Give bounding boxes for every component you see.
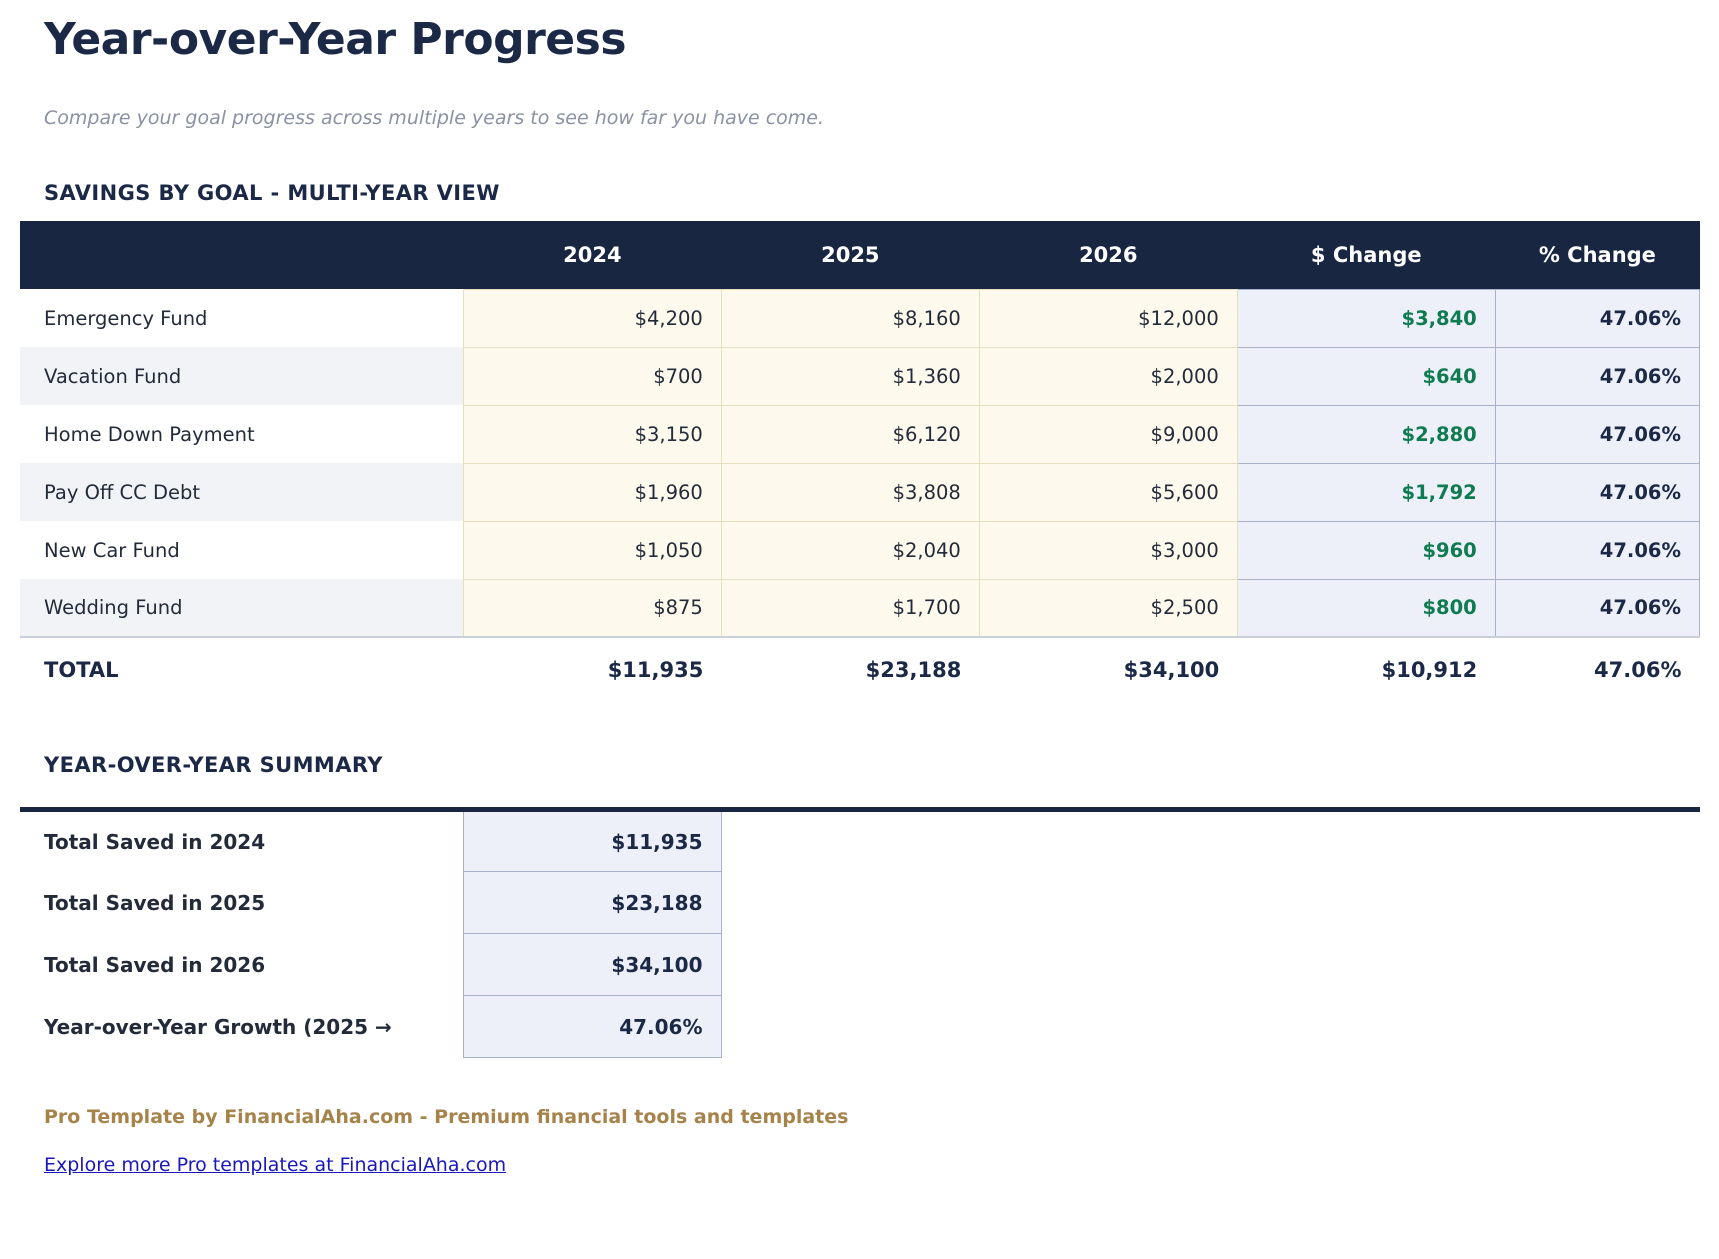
goal-name: Wedding Fund [20,579,464,637]
goal-pct-change: 47.06% [1494,346,1701,406]
summary-value: $11,935 [462,809,722,872]
table-row: Home Down Payment $3,150 $6,120 $9,000 $… [20,404,1701,464]
goal-dollar-change: $640 [1236,346,1496,406]
goal-pct-change: 47.06% [1494,578,1701,638]
goal-2026-value: $5,600 [978,462,1238,522]
goal-2025-value: $1,360 [720,346,980,406]
goal-2024-value: $3,150 [462,404,722,464]
summary-label: Total Saved in 2025 [44,890,266,915]
table-row: New Car Fund $1,050 $2,040 $3,000 $960 4… [20,520,1701,580]
table-row: Pay Off CC Debt $1,960 $3,808 $5,600 $1,… [20,462,1701,522]
summary-row: Total Saved in 2025 $23,188 [20,871,1700,934]
summary-label: Total Saved in 2024 [44,829,266,854]
goals-header-empty [20,221,464,289]
goal-2025-value: $3,808 [720,462,980,522]
summary-filler [721,809,1700,872]
table-row: Vacation Fund $700 $1,360 $2,000 $640 47… [20,346,1701,406]
goal-2024-value: $1,050 [462,520,722,580]
summary-filler [721,995,1700,1058]
total-row: TOTAL $11,935 $23,188 $34,100 $10,912 47… [20,636,1700,701]
goal-2026-value: $3,000 [978,520,1238,580]
goal-pct-change: 47.06% [1494,462,1701,522]
total-dollar-change: $10,912 [1237,636,1496,701]
goals-section-title: SAVINGS BY GOAL - MULTI-YEAR VIEW [44,181,500,205]
total-label: TOTAL [20,636,464,701]
goal-name: Vacation Fund [20,347,464,405]
summary-value: $34,100 [462,933,722,996]
table-row: Wedding Fund $875 $1,700 $2,500 $800 47.… [20,578,1701,638]
total-pct-change: 47.06% [1495,636,1700,701]
page-subtitle: Compare your goal progress across multip… [44,107,825,129]
summary-value: $23,188 [462,871,722,934]
goal-dollar-change: $3,840 [1236,288,1496,348]
goal-dollar-change: $1,792 [1236,462,1496,522]
goal-2024-value: $1,960 [462,462,722,522]
goal-2026-value: $2,500 [978,578,1238,638]
summary-label: Year-over-Year Growth (2025 → [44,1014,392,1039]
goal-2024-value: $875 [462,578,722,638]
goal-2025-value: $1,700 [720,578,980,638]
goals-header-2024: 2024 [463,221,722,289]
summary-row: Total Saved in 2026 $34,100 [20,933,1700,996]
summary-filler [721,871,1700,934]
table-row: Emergency Fund $4,200 $8,160 $12,000 $3,… [20,288,1701,348]
total-2026-value: $34,100 [979,636,1238,701]
goal-name: Home Down Payment [20,405,464,463]
summary-section-title: YEAR-OVER-YEAR SUMMARY [44,753,383,777]
explore-templates-link[interactable]: Explore more Pro templates at FinancialA… [44,1154,507,1176]
goals-header-2025: 2025 [721,221,980,289]
goal-pct-change: 47.06% [1494,404,1701,464]
goal-pct-change: 47.06% [1494,520,1701,580]
goals-header-dollar-change: $ Change [1237,221,1496,289]
goals-header-pct-change: % Change [1495,221,1700,289]
goal-2026-value: $9,000 [978,404,1238,464]
goals-header-row: 2024 2025 2026 $ Change % Change [20,221,1700,289]
goal-pct-change: 47.06% [1494,288,1701,348]
summary-table: Total Saved in 2024 $11,935 Total Saved … [20,807,1700,1058]
goal-2025-value: $6,120 [720,404,980,464]
goal-2026-value: $2,000 [978,346,1238,406]
goal-dollar-change: $2,880 [1236,404,1496,464]
goal-dollar-change: $800 [1236,578,1496,638]
summary-row: Year-over-Year Growth (2025 → 47.06% [20,995,1700,1058]
goal-2024-value: $4,200 [462,288,722,348]
goal-2026-value: $12,000 [978,288,1238,348]
summary-row: Total Saved in 2024 $11,935 [20,809,1700,872]
total-2025-value: $23,188 [721,636,980,701]
page-title: Year-over-Year Progress [44,14,627,65]
summary-filler [721,933,1700,996]
summary-label: Total Saved in 2026 [44,952,266,977]
goal-2025-value: $8,160 [720,288,980,348]
goals-table: 2024 2025 2026 $ Change % Change Emergen… [20,221,1701,701]
summary-value: 47.06% [462,995,722,1058]
goal-dollar-change: $960 [1236,520,1496,580]
goal-name: New Car Fund [20,521,464,579]
goal-name: Pay Off CC Debt [20,463,464,521]
total-2024-value: $11,935 [463,636,722,701]
goal-2025-value: $2,040 [720,520,980,580]
goal-2024-value: $700 [462,346,722,406]
goals-header-2026: 2026 [979,221,1238,289]
branding-text: Pro Template by FinancialAha.com - Premi… [44,1106,849,1128]
goal-name: Emergency Fund [20,289,464,347]
